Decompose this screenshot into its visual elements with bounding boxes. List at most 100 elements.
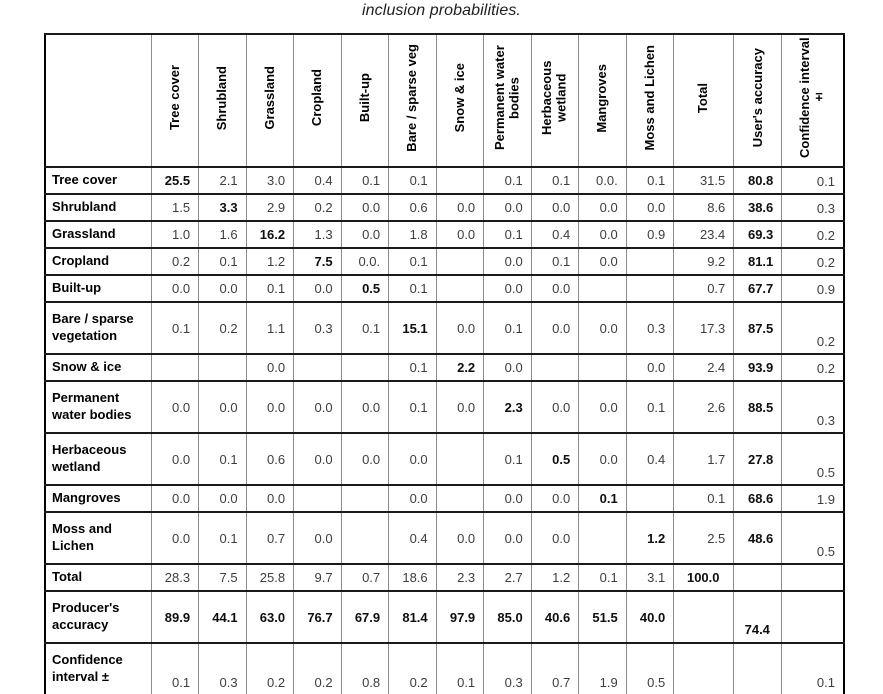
cell-shrubland-permanent-water-bodies: 0.0 xyxy=(483,193,532,222)
column-header-cropland: Cropland xyxy=(293,33,342,168)
column-header-label: Total xyxy=(695,82,711,114)
cell-grassland-permanent-water-bodies: 0.1 xyxy=(483,220,532,249)
cell-built-up-cropland: 0.0 xyxy=(293,274,342,303)
cell-total-bare-sparse-veg: 18.6 xyxy=(388,563,437,592)
cell-herbaceous-wetland-snow-ice xyxy=(435,432,485,486)
cell-built-up-shrubland: 0.0 xyxy=(198,274,247,303)
cell-permanent-water-bodies-tree-cover: 0.0 xyxy=(150,380,200,434)
cell-shrubland-bare-sparse-veg: 0.6 xyxy=(388,193,437,222)
cell-bare-sparse-vegetation-moss-and-lichen: 0.3 xyxy=(625,301,675,355)
cell-shrubland-tree-cover: 1.5 xyxy=(150,193,200,222)
cell-mangroves-user-s-accuracy: 68.6 xyxy=(733,484,783,513)
cell-herbaceous-wetland-mangroves: 0.0 xyxy=(578,432,627,486)
row-label-confidence-interval: Confidence interval ± xyxy=(44,642,152,694)
cell-permanent-water-bodies-herbaceous-wetland: 0.0 xyxy=(530,380,580,434)
cell-permanent-water-bodies-shrubland: 0.0 xyxy=(198,380,247,434)
cell-moss-and-lichen-user-s-accuracy: 48.6 xyxy=(733,511,783,565)
row-label-shrubland: Shrubland xyxy=(44,193,152,222)
cell-confidence-interval-bare-sparse-veg: 0.2 xyxy=(388,642,437,694)
cell-producer-s-accuracy-user-s-accuracy: 74.4 xyxy=(733,590,783,644)
cell-mangroves-tree-cover: 0.0 xyxy=(150,484,200,513)
cell-grassland-shrubland: 1.6 xyxy=(198,220,247,249)
column-header-built-up: Built-up xyxy=(340,33,390,168)
header-row: Tree cover Shrubland Grassland Cropland Buil… xyxy=(44,33,845,168)
cell-producer-s-accuracy-bare-sparse-veg: 81.4 xyxy=(388,590,437,644)
cell-herbaceous-wetland-herbaceous-wetland: 0.5 xyxy=(530,432,580,486)
cell-tree-cover-cropland: 0.4 xyxy=(293,166,342,195)
row-label-permanent-water-bodies: Permanent water bodies xyxy=(44,380,152,434)
cell-tree-cover-bare-sparse-veg: 0.1 xyxy=(388,166,437,195)
cell-producer-s-accuracy-confidence-interval xyxy=(781,590,845,644)
cell-shrubland-cropland: 0.2 xyxy=(293,193,342,222)
cell-permanent-water-bodies-snow-ice: 0.0 xyxy=(435,380,485,434)
column-header-total: Total xyxy=(673,33,735,168)
cell-herbaceous-wetland-moss-and-lichen: 0.4 xyxy=(625,432,675,486)
cell-confidence-interval-grassland: 0.2 xyxy=(245,642,295,694)
cell-moss-and-lichen-confidence-interval: 0.5 xyxy=(781,511,845,565)
cell-mangroves-herbaceous-wetland: 0.0 xyxy=(530,484,580,513)
cell-shrubland-herbaceous-wetland: 0.0 xyxy=(530,193,580,222)
row-bare-sparse-vegetation: Bare / sparse vegetation 0.1 0.2 1.1 0.3 0.1 1… xyxy=(44,301,845,355)
cell-cropland-built-up: 0.0. xyxy=(340,247,390,276)
row-label-total: Total xyxy=(44,563,152,592)
cell-built-up-total: 0.7 xyxy=(673,274,735,303)
cell-cropland-user-s-accuracy: 81.1 xyxy=(733,247,783,276)
cell-built-up-mangroves xyxy=(578,274,627,303)
cell-snow-ice-moss-and-lichen: 0.0 xyxy=(625,353,675,382)
column-header-shrubland: Shrubland xyxy=(198,33,247,168)
cell-shrubland-user-s-accuracy: 38.6 xyxy=(733,193,783,222)
cell-herbaceous-wetland-total: 1.7 xyxy=(673,432,735,486)
cell-moss-and-lichen-herbaceous-wetland: 0.0 xyxy=(530,511,580,565)
cell-total-permanent-water-bodies: 2.7 xyxy=(483,563,532,592)
column-header-label: Grassland xyxy=(261,66,277,130)
cell-herbaceous-wetland-permanent-water-bodies: 0.1 xyxy=(483,432,532,486)
row-label-moss-and-lichen: Moss and Lichen xyxy=(44,511,152,565)
row-label-tree-cover: Tree cover xyxy=(44,166,152,195)
cell-grassland-total: 23.4 xyxy=(673,220,735,249)
cell-mangroves-moss-and-lichen xyxy=(625,484,675,513)
cell-moss-and-lichen-permanent-water-bodies: 0.0 xyxy=(483,511,532,565)
column-header-bare-sparse-veg: Bare / sparse veg xyxy=(388,33,437,168)
cell-mangroves-permanent-water-bodies: 0.0 xyxy=(483,484,532,513)
column-header-label: User's accuracy xyxy=(749,48,765,148)
column-header-moss-and-lichen: Moss and Lichen xyxy=(625,33,675,168)
cell-snow-ice-cropland xyxy=(293,353,342,382)
cell-confidence-interval-herbaceous-wetland: 0.7 xyxy=(530,642,580,694)
cell-moss-and-lichen-cropland: 0.0 xyxy=(293,511,342,565)
column-header-label: Cropland xyxy=(309,69,325,127)
cell-cropland-permanent-water-bodies: 0.0 xyxy=(483,247,532,276)
cell-tree-cover-permanent-water-bodies: 0.1 xyxy=(483,166,532,195)
row-cropland: Cropland 0.2 0.1 1.2 7.5 0.0. 0.1 0.0 0.1 0.0 9.2 8… xyxy=(44,247,845,276)
cell-producer-s-accuracy-total xyxy=(673,590,735,644)
cell-bare-sparse-vegetation-cropland: 0.3 xyxy=(293,301,342,355)
column-header-label: Bare / sparse veg xyxy=(404,44,420,152)
cell-total-user-s-accuracy xyxy=(733,563,783,592)
cell-permanent-water-bodies-bare-sparse-veg: 0.1 xyxy=(388,380,437,434)
cell-tree-cover-total: 31.5 xyxy=(673,166,735,195)
column-header-user-s-accuracy: User's accuracy xyxy=(733,33,783,168)
cell-moss-and-lichen-grassland: 0.7 xyxy=(245,511,295,565)
cell-producer-s-accuracy-permanent-water-bodies: 85.0 xyxy=(483,590,532,644)
cell-bare-sparse-vegetation-snow-ice: 0.0 xyxy=(435,301,485,355)
cell-snow-ice-herbaceous-wetland xyxy=(530,353,580,382)
cell-grassland-confidence-interval: 0.2 xyxy=(781,220,845,249)
cell-grassland-snow-ice: 0.0 xyxy=(435,220,485,249)
cell-snow-ice-shrubland xyxy=(198,353,247,382)
cell-confidence-interval-shrubland: 0.3 xyxy=(198,642,247,694)
cell-bare-sparse-vegetation-grassland: 1.1 xyxy=(245,301,295,355)
cell-grassland-built-up: 0.0 xyxy=(340,220,390,249)
cell-confidence-interval-moss-and-lichen: 0.5 xyxy=(625,642,675,694)
cell-snow-ice-built-up xyxy=(340,353,390,382)
cell-mangroves-total: 0.1 xyxy=(673,484,735,513)
row-total: Total 28.3 7.5 25.8 9.7 0.7 18.6 2.3 2.7 1.2 0.1 3.… xyxy=(44,563,845,592)
cell-moss-and-lichen-mangroves xyxy=(578,511,627,565)
cell-shrubland-grassland: 2.9 xyxy=(245,193,295,222)
cell-grassland-mangroves: 0.0 xyxy=(578,220,627,249)
cell-tree-cover-grassland: 3.0 xyxy=(245,166,295,195)
cell-grassland-tree-cover: 1.0 xyxy=(150,220,200,249)
cell-herbaceous-wetland-built-up: 0.0 xyxy=(340,432,390,486)
column-header-grassland: Grassland xyxy=(245,33,295,168)
cell-bare-sparse-vegetation-mangroves: 0.0 xyxy=(578,301,627,355)
row-snow-ice: Snow & ice 0.0 0.1 2.2 0.0 0.0 2.4 93.9 0.2 xyxy=(44,353,845,382)
column-header-label: Mangroves xyxy=(594,63,610,133)
